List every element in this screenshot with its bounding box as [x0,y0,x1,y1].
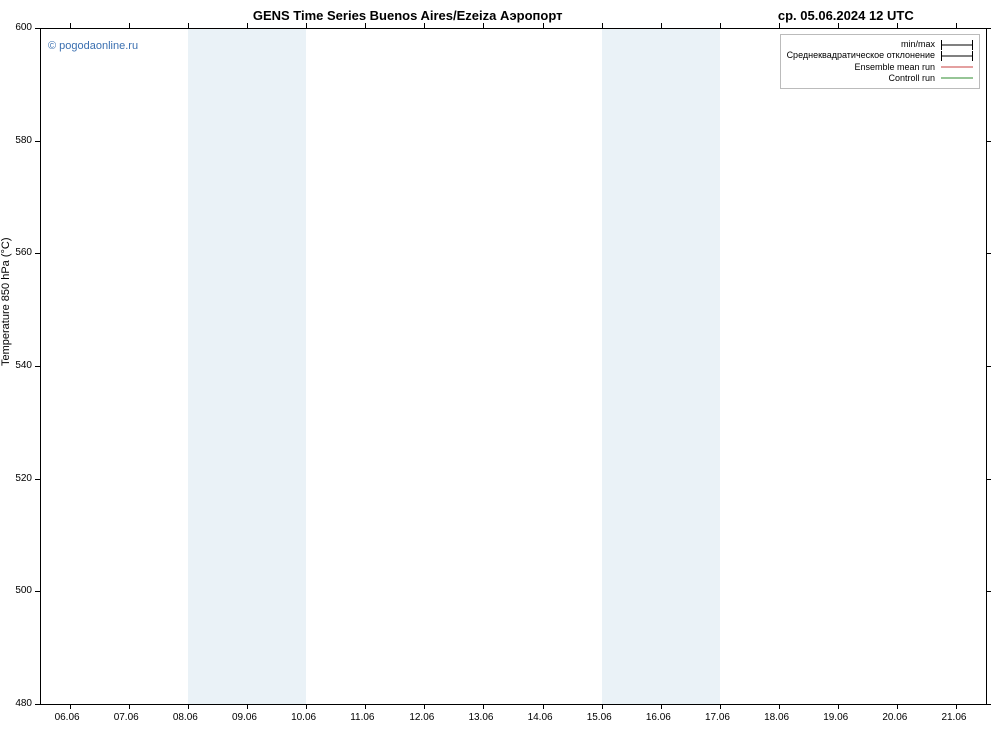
weekend-band [602,28,720,704]
chart-title-left: GENS Time Series Buenos Aires/Ezeiza Аэр… [253,8,563,23]
legend-swatch [941,73,973,83]
x-tick-label: 20.06 [882,712,907,723]
x-tick-label: 14.06 [528,712,553,723]
y-axis-title: Temperature 850 hPa (°C) [0,237,12,366]
chart-title-right: ср. 05.06.2024 12 UTC [778,8,914,23]
y-tick-label: 580 [15,135,32,146]
watermark: © pogodaonline.ru [48,40,138,52]
x-tick-label: 19.06 [823,712,848,723]
legend-item: Controll run [787,73,973,84]
x-tick-label: 17.06 [705,712,730,723]
x-tick-label: 15.06 [587,712,612,723]
x-tick-label: 06.06 [55,712,80,723]
legend-label: Среднеквадратическое отклонение [787,50,935,61]
plot-area: © pogodaonline.ru min/maxСреднеквадратич… [40,28,986,704]
x-tick-label: 16.06 [646,712,671,723]
y-tick-label: 500 [15,585,32,596]
y-tick-label: 600 [15,22,32,33]
y-tick-label: 560 [15,247,32,258]
y-tick-label: 480 [15,698,32,709]
legend-label: Controll run [888,73,935,84]
x-tick-label: 09.06 [232,712,257,723]
x-tick-label: 12.06 [409,712,434,723]
y-tick-label: 520 [15,473,32,484]
legend-label: Ensemble mean run [854,62,935,73]
x-tick-label: 11.06 [350,712,374,723]
legend: min/maxСреднеквадратическое отклонениеEn… [780,34,980,89]
legend-item: min/max [787,39,973,50]
x-tick-label: 21.06 [941,712,966,723]
legend-swatch [941,51,973,61]
legend-item: Ensemble mean run [787,62,973,73]
weekend-band [188,28,306,704]
x-tick-label: 10.06 [291,712,316,723]
x-tick-label: 18.06 [764,712,789,723]
x-tick-label: 08.06 [173,712,198,723]
legend-swatch [941,62,973,72]
x-tick-label: 07.06 [114,712,139,723]
legend-label: min/max [901,39,935,50]
chart-container: GENS Time Series Buenos Aires/Ezeiza Аэр… [0,0,1000,733]
legend-swatch [941,40,973,50]
x-tick-label: 13.06 [468,712,493,723]
y-tick-label: 540 [15,360,32,371]
legend-item: Среднеквадратическое отклонение [787,50,973,61]
